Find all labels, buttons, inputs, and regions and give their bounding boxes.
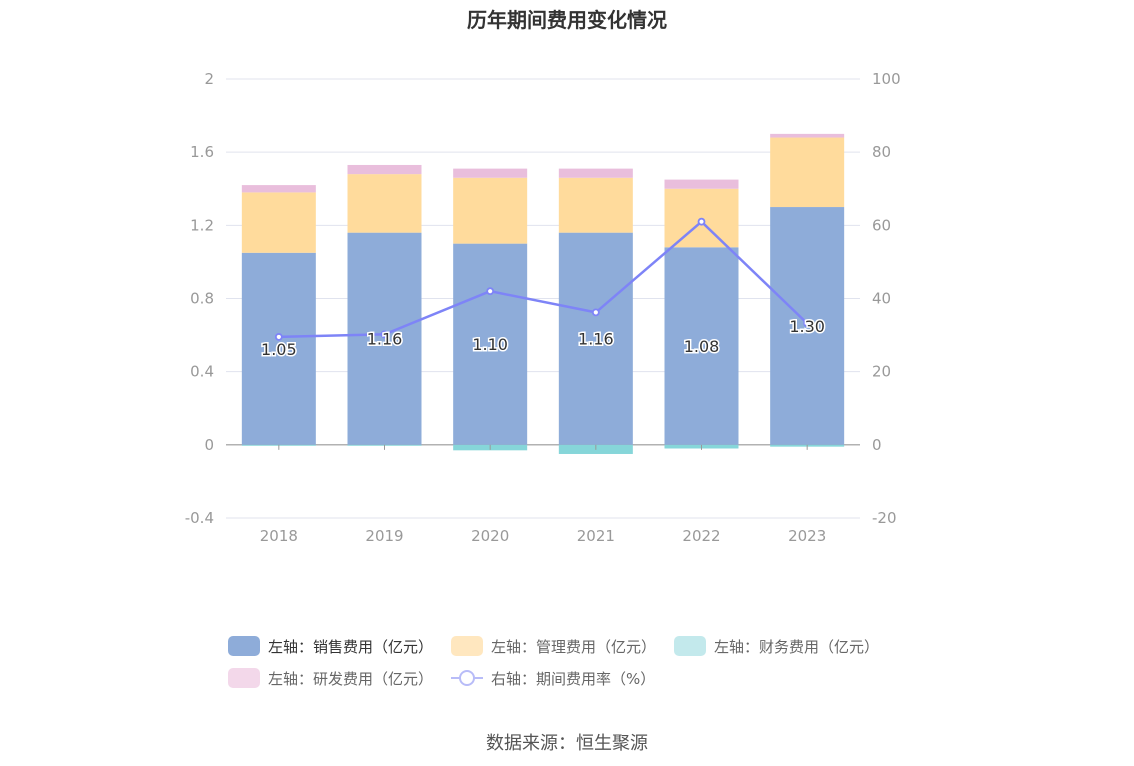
left-axis-tick-label: 0	[204, 436, 214, 454]
admin-bar	[558, 177, 633, 233]
legend: 左轴：销售费用（亿元） 左轴：管理费用（亿元） 左轴：财务费用（亿元） 左轴：研…	[228, 630, 928, 694]
left-axis-tick-label: 1.2	[190, 216, 214, 234]
legend-item-expense-ratio[interactable]: 右轴：期间费用率（%）	[451, 668, 655, 689]
expense-ratio-line	[278, 219, 809, 339]
left-axis-tick-label: 2	[204, 70, 214, 88]
expense-ratio-point	[486, 287, 495, 296]
right-axis-tick-label: 40	[872, 290, 891, 308]
legend-label-expense-ratio: 右轴：期间费用率（%）	[491, 669, 656, 688]
x-axis-category-label: 2023	[788, 527, 826, 545]
legend-line-swatch-ratio	[451, 668, 484, 688]
sales-bar	[453, 243, 528, 445]
sales-bar	[558, 232, 633, 445]
right-axis-tick-label: 60	[872, 216, 891, 234]
sales-bar	[241, 252, 316, 445]
rnd-bar	[241, 185, 316, 193]
right-axis-tick-label: 0	[872, 436, 882, 454]
legend-item-admin[interactable]: 左轴：管理费用（亿元）	[451, 636, 656, 657]
x-axis-category-label: 2022	[682, 527, 720, 545]
admin-bar	[770, 137, 845, 208]
left-axis-tick-label: 1.6	[190, 143, 214, 161]
admin-bar	[347, 174, 422, 233]
sales-data-label: 1.16	[578, 330, 614, 349]
admin-bar	[453, 177, 528, 244]
legend-line-dot	[459, 670, 476, 686]
expense-ratio-point	[274, 333, 283, 341]
legend-swatch-rnd	[228, 668, 260, 688]
admin-bar	[241, 192, 316, 253]
rnd-bar	[453, 168, 528, 178]
sales-data-label: 1.16	[367, 330, 403, 349]
right-axis-tick-label: 20	[872, 363, 891, 381]
bars	[241, 133, 845, 454]
sales-data-label: 1.05	[261, 340, 297, 359]
rnd-bar	[347, 164, 422, 175]
left-axis-tick-label: 0.8	[190, 290, 214, 308]
sales-data-label: 1.08	[684, 337, 720, 356]
legend-label-rnd: 左轴：研发费用（亿元）	[268, 669, 434, 688]
right-axis-tick-label: 80	[872, 143, 891, 161]
legend-label-admin: 左轴：管理费用（亿元）	[491, 637, 657, 656]
left-axis-tick-label: -0.4	[185, 509, 214, 527]
rnd-bar	[558, 168, 633, 178]
sales-bar	[664, 247, 739, 445]
chart-title: 历年期间费用变化情况	[467, 8, 667, 32]
legend-row-2: 左轴：研发费用（亿元） 右轴：期间费用率（%）	[228, 662, 928, 694]
expense-ratio-point	[380, 330, 389, 339]
expense-ratio-point	[697, 217, 706, 226]
left-axis-tick-label: 0.4	[190, 363, 214, 381]
rnd-bar	[770, 133, 845, 138]
gridlines	[226, 78, 860, 519]
expense-ratio-point	[591, 308, 600, 317]
sales-data-label: 1.10	[472, 335, 508, 354]
legend-swatch-sales	[228, 636, 260, 656]
legend-swatch-admin	[451, 636, 484, 656]
rnd-bar	[664, 179, 739, 189]
x-axis-category-label: 2018	[260, 527, 298, 545]
legend-label-finance: 左轴：财务费用（亿元）	[714, 637, 880, 656]
legend-item-finance[interactable]: 左轴：财务费用（亿元）	[674, 636, 879, 657]
right-axis-tick-label: -20	[872, 509, 897, 527]
legend-item-rnd[interactable]: 左轴：研发费用（亿元）	[228, 668, 433, 689]
legend-label-sales: 左轴：销售费用（亿元）	[268, 637, 434, 656]
data-source: 数据来源：恒生聚源	[486, 733, 648, 754]
x-axis-category-label: 2021	[577, 527, 615, 545]
legend-swatch-finance	[674, 636, 707, 656]
sales-data-label: 1.30	[789, 317, 825, 336]
right-axis-tick-label: 100	[872, 70, 901, 88]
expense-ratio-point	[803, 319, 812, 328]
x-axis-category-label: 2019	[365, 527, 403, 545]
legend-item-sales[interactable]: 左轴：销售费用（亿元）	[228, 636, 433, 657]
legend-row-1: 左轴：销售费用（亿元） 左轴：管理费用（亿元） 左轴：财务费用（亿元）	[228, 630, 928, 662]
x-axis-category-label: 2020	[471, 527, 509, 545]
sales-bar	[347, 232, 422, 445]
